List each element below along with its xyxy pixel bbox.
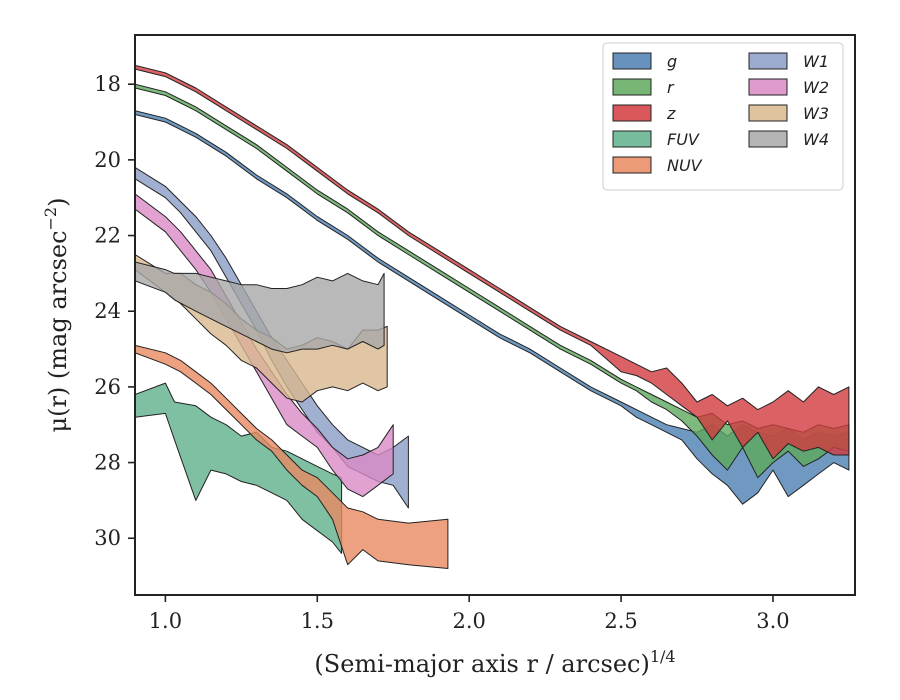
- legend-label-w1: W1: [803, 52, 829, 71]
- x-tick-label: 2.0: [452, 609, 485, 633]
- band-nuv: [135, 344, 449, 569]
- y-tick-label: 22: [94, 224, 121, 248]
- y-tick-label: 26: [94, 375, 121, 399]
- legend-label-nuv: NUV: [667, 156, 703, 175]
- y-tick-label: 20: [94, 148, 121, 172]
- x-axis: 1.0 1.5 2.0 2.5 3.0: [149, 595, 790, 633]
- band-w4: [135, 261, 385, 354]
- x-tick-label: 2.5: [604, 609, 637, 633]
- x-tick-label: 3.0: [756, 609, 789, 633]
- legend-swatch-nuv: [612, 156, 652, 174]
- y-axis-title: μ(r) (mag arcsec−2): [41, 198, 72, 433]
- y-axis-title-close: ): [44, 198, 72, 207]
- x-tick-label: 1.0: [149, 609, 182, 633]
- plot-frame: [134, 34, 856, 596]
- y-tick-label: 24: [94, 299, 121, 323]
- legend-swatch-r: [612, 78, 652, 96]
- y-tick-label: 30: [94, 526, 121, 550]
- x-axis-title-main: (Semi-major axis r / arcsec): [314, 650, 649, 678]
- series-bands: [135, 64, 850, 569]
- legend-swatch-z: [612, 104, 652, 122]
- legend-swatch-w3: [748, 104, 788, 122]
- legend: grz FUV NUV W1 W2 W3 W4: [602, 42, 844, 191]
- legend-label-w3: W3: [803, 104, 829, 123]
- x-axis-title: (Semi-major axis r / arcsec)1/4: [314, 647, 675, 678]
- legend-swatch-w2: [748, 78, 788, 96]
- legend-label-w2: W2: [803, 78, 829, 97]
- legend-label-z: z: [666, 104, 676, 123]
- x-axis-title-superscript: 1/4: [650, 647, 676, 666]
- legend-label-fuv: FUV: [667, 130, 700, 149]
- legend-label-g: g: [667, 52, 677, 71]
- y-axis-title-main: μ(r) (mag arcsec: [44, 230, 72, 432]
- band-fuv: [135, 382, 343, 554]
- legend-swatch-g: [612, 52, 652, 70]
- legend-swatch-w4: [748, 130, 788, 148]
- legend-label-r: r: [667, 78, 675, 97]
- y-tick-label: 28: [94, 451, 121, 475]
- y-axis: 18 20 22 24 26 28 30: [94, 72, 135, 550]
- x-tick-label: 1.5: [301, 609, 334, 633]
- band-z: [135, 64, 850, 460]
- legend-swatch-w1: [748, 52, 788, 70]
- legend-label-w4: W4: [803, 130, 829, 149]
- y-tick-label: 18: [94, 72, 121, 96]
- legend-swatch-fuv: [612, 130, 652, 148]
- y-axis-title-superscript: −2: [41, 207, 60, 231]
- band-g: [135, 110, 850, 505]
